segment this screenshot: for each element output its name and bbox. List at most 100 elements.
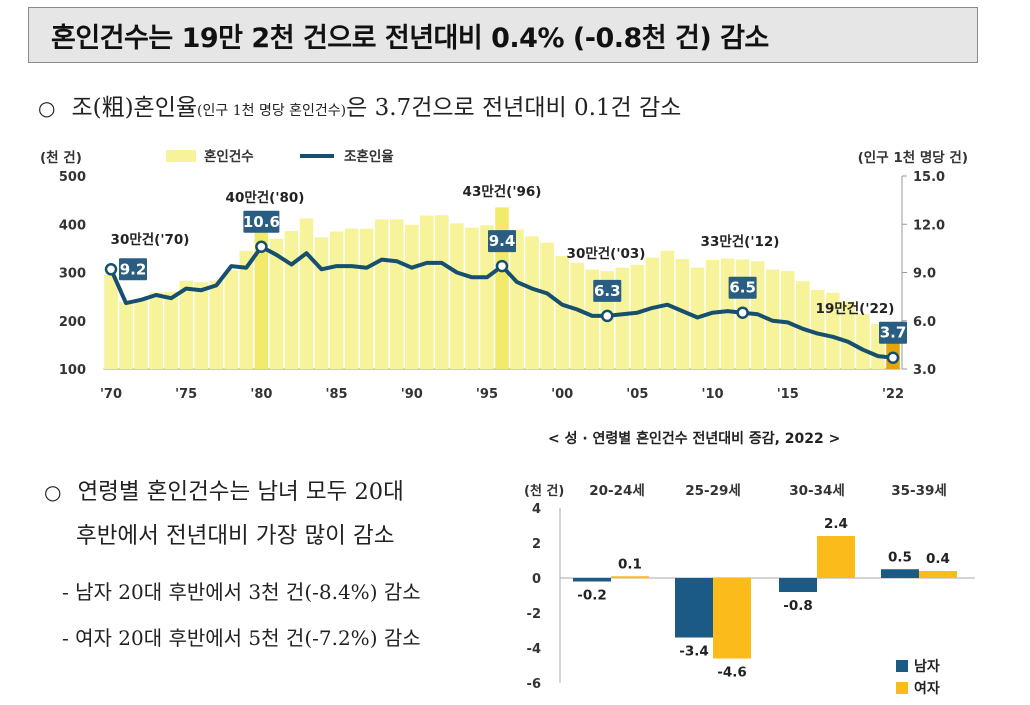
marriage-count-bar xyxy=(540,242,554,369)
x-tick-label: '80 xyxy=(250,387,272,402)
marriage-count-bar xyxy=(224,270,239,369)
legend-bar-label: 혼인건수 xyxy=(204,148,254,165)
bullet-marriage-rate: ○ 조(粗)혼인율(인구 1천 명당 혼인건수)은 3.7건으로 전년대비 0.1… xyxy=(38,88,681,122)
change-y-tick-label: -2 xyxy=(527,607,541,622)
marriage-count-bar xyxy=(314,237,329,369)
marriage-count-bar xyxy=(254,222,269,369)
marriage-count-bar xyxy=(119,301,133,369)
age-group-label: 30-34세 xyxy=(789,483,845,499)
left-axis-label: (천 건) xyxy=(40,149,82,166)
change-value-label: -4.6 xyxy=(717,665,747,681)
rate-label-box xyxy=(119,258,147,281)
female-change-bar xyxy=(713,578,751,659)
change-value-label: 0.1 xyxy=(618,556,642,572)
marriage-count-bar xyxy=(720,258,735,369)
count-annotation: 19만건('22) xyxy=(816,300,895,317)
count-annotation: 33만건('12) xyxy=(701,233,780,250)
change-value-label: -0.8 xyxy=(783,598,813,614)
marriage-count-bar xyxy=(405,224,419,369)
marriage-count-bar xyxy=(630,264,645,369)
marriage-count-bar xyxy=(149,292,163,369)
male-change-bar xyxy=(675,578,713,638)
rate-marker xyxy=(736,306,749,319)
left-y-tick-label: 200 xyxy=(59,315,86,330)
right-y-tick-label: 3.0 xyxy=(913,363,936,378)
rate-marker xyxy=(104,263,118,276)
marriage-count-bar xyxy=(420,215,434,369)
x-tick-label: '22 xyxy=(882,387,904,402)
count-annotation: 30만건('03) xyxy=(567,245,646,262)
rate-label-box xyxy=(243,210,280,233)
x-tick-label: '00 xyxy=(551,387,573,402)
male-change-bar xyxy=(573,578,611,582)
rate-label: 10.6 xyxy=(243,213,280,231)
bullet-age-summary: ○ 연령별 혼인건수는 남녀 모두 20대 후반에서 전년대비 가장 많이 감소 xyxy=(44,470,404,558)
left-y-tick-label: 500 xyxy=(59,170,86,185)
female-sub-bullet: - 여자 20대 후반에서 5천 건(-7.2%) 감소 xyxy=(62,626,421,650)
female-change-bar xyxy=(919,571,957,578)
x-tick-label: '05 xyxy=(626,387,648,402)
count-annotation: 40만건('80) xyxy=(226,189,305,206)
marriage-count-bar xyxy=(645,257,660,369)
marriage-count-bar xyxy=(570,262,584,369)
change-value-label: 0.5 xyxy=(888,549,912,565)
circle-bullet-icon: ○ xyxy=(38,96,56,120)
age-group-label: 20-24세 xyxy=(589,483,645,499)
x-tick-label: '15 xyxy=(777,387,799,402)
marriage-count-bar xyxy=(675,258,690,369)
change-value-label: -0.2 xyxy=(577,588,607,604)
legend-line-label: 조혼인율 xyxy=(344,148,394,165)
marriage-count-bar xyxy=(194,282,208,369)
male-change-bar xyxy=(779,578,817,592)
change-value-label: 0.4 xyxy=(926,551,950,567)
left-y-tick-label: 100 xyxy=(59,363,86,378)
legend-bar-swatch xyxy=(166,150,196,162)
x-tick-label: '10 xyxy=(701,387,723,402)
x-tick-label: '70 xyxy=(100,387,122,402)
change-y-tick-label: -4 xyxy=(527,642,541,657)
count-annotation: 30만건('70) xyxy=(111,231,190,248)
marriage-count-bar xyxy=(450,223,464,369)
right-y-tick-label: 6.0 xyxy=(913,315,936,330)
left-y-tick-label: 300 xyxy=(59,267,86,282)
change-y-tick-label: 2 xyxy=(532,537,541,552)
rate-label: 9.4 xyxy=(489,232,516,250)
right-y-tick-label: 9.0 xyxy=(913,267,936,282)
x-tick-label: '85 xyxy=(326,387,348,402)
age-group-label: 35-39세 xyxy=(891,483,947,499)
female-change-bar xyxy=(817,536,855,578)
marriage-count-bar xyxy=(389,219,404,369)
marriage-count-bar xyxy=(480,225,494,369)
marriage-count-bar xyxy=(359,228,374,369)
change-y-tick-label: 0 xyxy=(532,572,541,587)
marriage-count-bar xyxy=(374,219,389,369)
marriage-count-bar xyxy=(164,291,178,369)
marriage-count-bar xyxy=(555,256,569,369)
change-value-label: -3.4 xyxy=(679,644,709,660)
legend-female-label: 여자 xyxy=(914,680,940,697)
rate-marker xyxy=(495,259,509,273)
marriage-count-bar xyxy=(465,227,479,369)
bullet-age-line1: 연령별 혼인건수는 남녀 모두 20대 xyxy=(77,479,404,505)
left-y-tick-label: 400 xyxy=(59,218,86,233)
female-change-bar xyxy=(611,576,649,579)
change-value-label: 2.4 xyxy=(824,516,848,532)
marriage-count-bar xyxy=(269,238,284,369)
male-sub-bullet: - 남자 20대 후반에서 3천 건(-8.4%) 감소 xyxy=(62,580,421,604)
rate-label-box xyxy=(728,276,757,299)
bullet-note-text: (인구 1천 명당 혼인건수) xyxy=(197,103,347,119)
age-group-label: 25-29세 xyxy=(685,483,741,499)
legend-female-swatch xyxy=(896,682,908,694)
marriage-count-bar xyxy=(104,274,118,369)
marriage-count-bar xyxy=(826,292,840,369)
circle-bullet-icon: ○ xyxy=(44,480,62,504)
x-tick-label: '90 xyxy=(401,387,423,402)
marriage-count-bar xyxy=(510,229,524,369)
sex-age-chart-title: < 성 · 연령별 혼인건수 전년대비 증감, 2022 > xyxy=(548,431,841,447)
marriage-count-bar xyxy=(344,228,359,369)
legend-male-swatch xyxy=(896,660,908,672)
marriage-count-bar xyxy=(329,231,344,369)
right-y-tick-label: 15.0 xyxy=(913,170,945,185)
rate-marker xyxy=(601,309,614,323)
right-axis-label: (인구 1천 명당 건) xyxy=(858,149,968,166)
